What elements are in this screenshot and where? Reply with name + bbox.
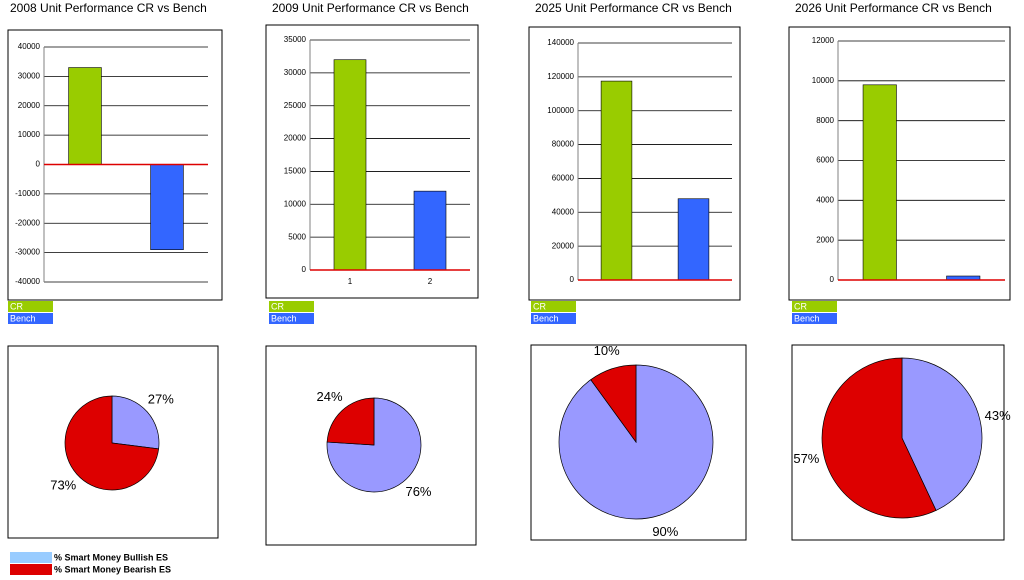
chart-title: 2026 Unit Performance CR vs Bench [795, 1, 992, 15]
y-tick-label: 80000 [552, 140, 575, 149]
legend-label: Bench [794, 313, 820, 323]
chart-title: 2025 Unit Performance CR vs Bench [535, 1, 732, 15]
y-tick-label: 0 [830, 275, 835, 284]
y-tick-label: 100000 [547, 106, 574, 115]
legend-label: % Smart Money Bearish ES [54, 564, 171, 574]
data-label: 27% [148, 391, 174, 406]
bar [677, 198, 710, 281]
y-tick-label: 10000 [812, 76, 835, 85]
pie-slice [111, 395, 160, 450]
legend-swatch [531, 301, 576, 312]
data-label: 43% [985, 408, 1011, 423]
y-tick-label: 35000 [284, 35, 307, 44]
data-label: 57% [793, 451, 819, 466]
y-tick-label: 5000 [288, 232, 306, 241]
y-tick-label: 60000 [552, 174, 575, 183]
bar [413, 190, 447, 271]
y-tick-label: -10000 [15, 189, 40, 198]
y-tick-label: 120000 [547, 72, 574, 81]
legend-label: Bench [271, 313, 297, 323]
y-tick-label: 20000 [18, 101, 41, 110]
y-tick-label: 30000 [18, 71, 41, 80]
y-tick-label: 25000 [284, 101, 307, 110]
data-label: 24% [316, 389, 342, 404]
pie-slice [64, 395, 160, 491]
chart-title: 2009 Unit Performance CR vs Bench [272, 1, 469, 15]
bar [600, 80, 633, 281]
pie-slice [901, 357, 983, 511]
legend-swatch [792, 301, 837, 312]
legend-label: % Smart Money Bullish ES [54, 552, 168, 562]
y-tick-label: 4000 [816, 195, 834, 204]
y-tick-label: 40000 [18, 42, 41, 51]
legend-swatch [792, 313, 837, 324]
y-tick-label: -30000 [15, 248, 40, 257]
data-label: 10% [594, 343, 620, 358]
legend-swatch [8, 301, 53, 312]
y-tick-label: 0 [302, 265, 307, 274]
bar [68, 67, 102, 165]
legend-swatch [8, 313, 53, 324]
pie-slice [821, 357, 937, 519]
legend-label: CR [271, 301, 284, 311]
y-tick-label: 20000 [284, 134, 307, 143]
y-tick-label: -20000 [15, 218, 40, 227]
data-label: 90% [652, 524, 678, 539]
y-tick-label: -40000 [15, 277, 40, 286]
chart-frame [788, 26, 1011, 301]
legend-label: CR [794, 301, 807, 311]
bar [333, 59, 367, 271]
legend-swatch [10, 564, 52, 575]
y-tick-label: 10000 [18, 130, 41, 139]
y-tick-label: 40000 [552, 207, 575, 216]
y-tick-label: 140000 [547, 38, 574, 47]
x-tick-label: 2 [428, 277, 433, 286]
bar [862, 84, 897, 281]
legend-label: Bench [533, 313, 559, 323]
data-label: 76% [405, 484, 431, 499]
y-tick-label: 10000 [284, 199, 307, 208]
legend-swatch [10, 552, 52, 563]
legend-swatch [531, 313, 576, 324]
pie-slice [590, 364, 637, 444]
x-tick-label: 1 [348, 277, 353, 286]
y-tick-label: 0 [570, 275, 575, 284]
legend-swatch [269, 301, 314, 312]
y-tick-label: 20000 [552, 241, 575, 250]
y-tick-label: 6000 [816, 156, 834, 165]
y-tick-label: 30000 [284, 68, 307, 77]
legend-label: CR [10, 301, 23, 311]
y-tick-label: 2000 [816, 235, 834, 244]
y-tick-label: 15000 [284, 167, 307, 176]
legend-swatch [269, 313, 314, 324]
y-tick-label: 12000 [812, 36, 835, 45]
legend-label: Bench [10, 313, 36, 323]
y-tick-label: 8000 [816, 116, 834, 125]
pie-slice [326, 397, 375, 446]
y-tick-label: 0 [36, 160, 41, 169]
bar [150, 164, 184, 250]
chart-title: 2008 Unit Performance CR vs Bench [10, 1, 207, 15]
data-label: 73% [50, 477, 76, 492]
legend-label: CR [533, 301, 546, 311]
